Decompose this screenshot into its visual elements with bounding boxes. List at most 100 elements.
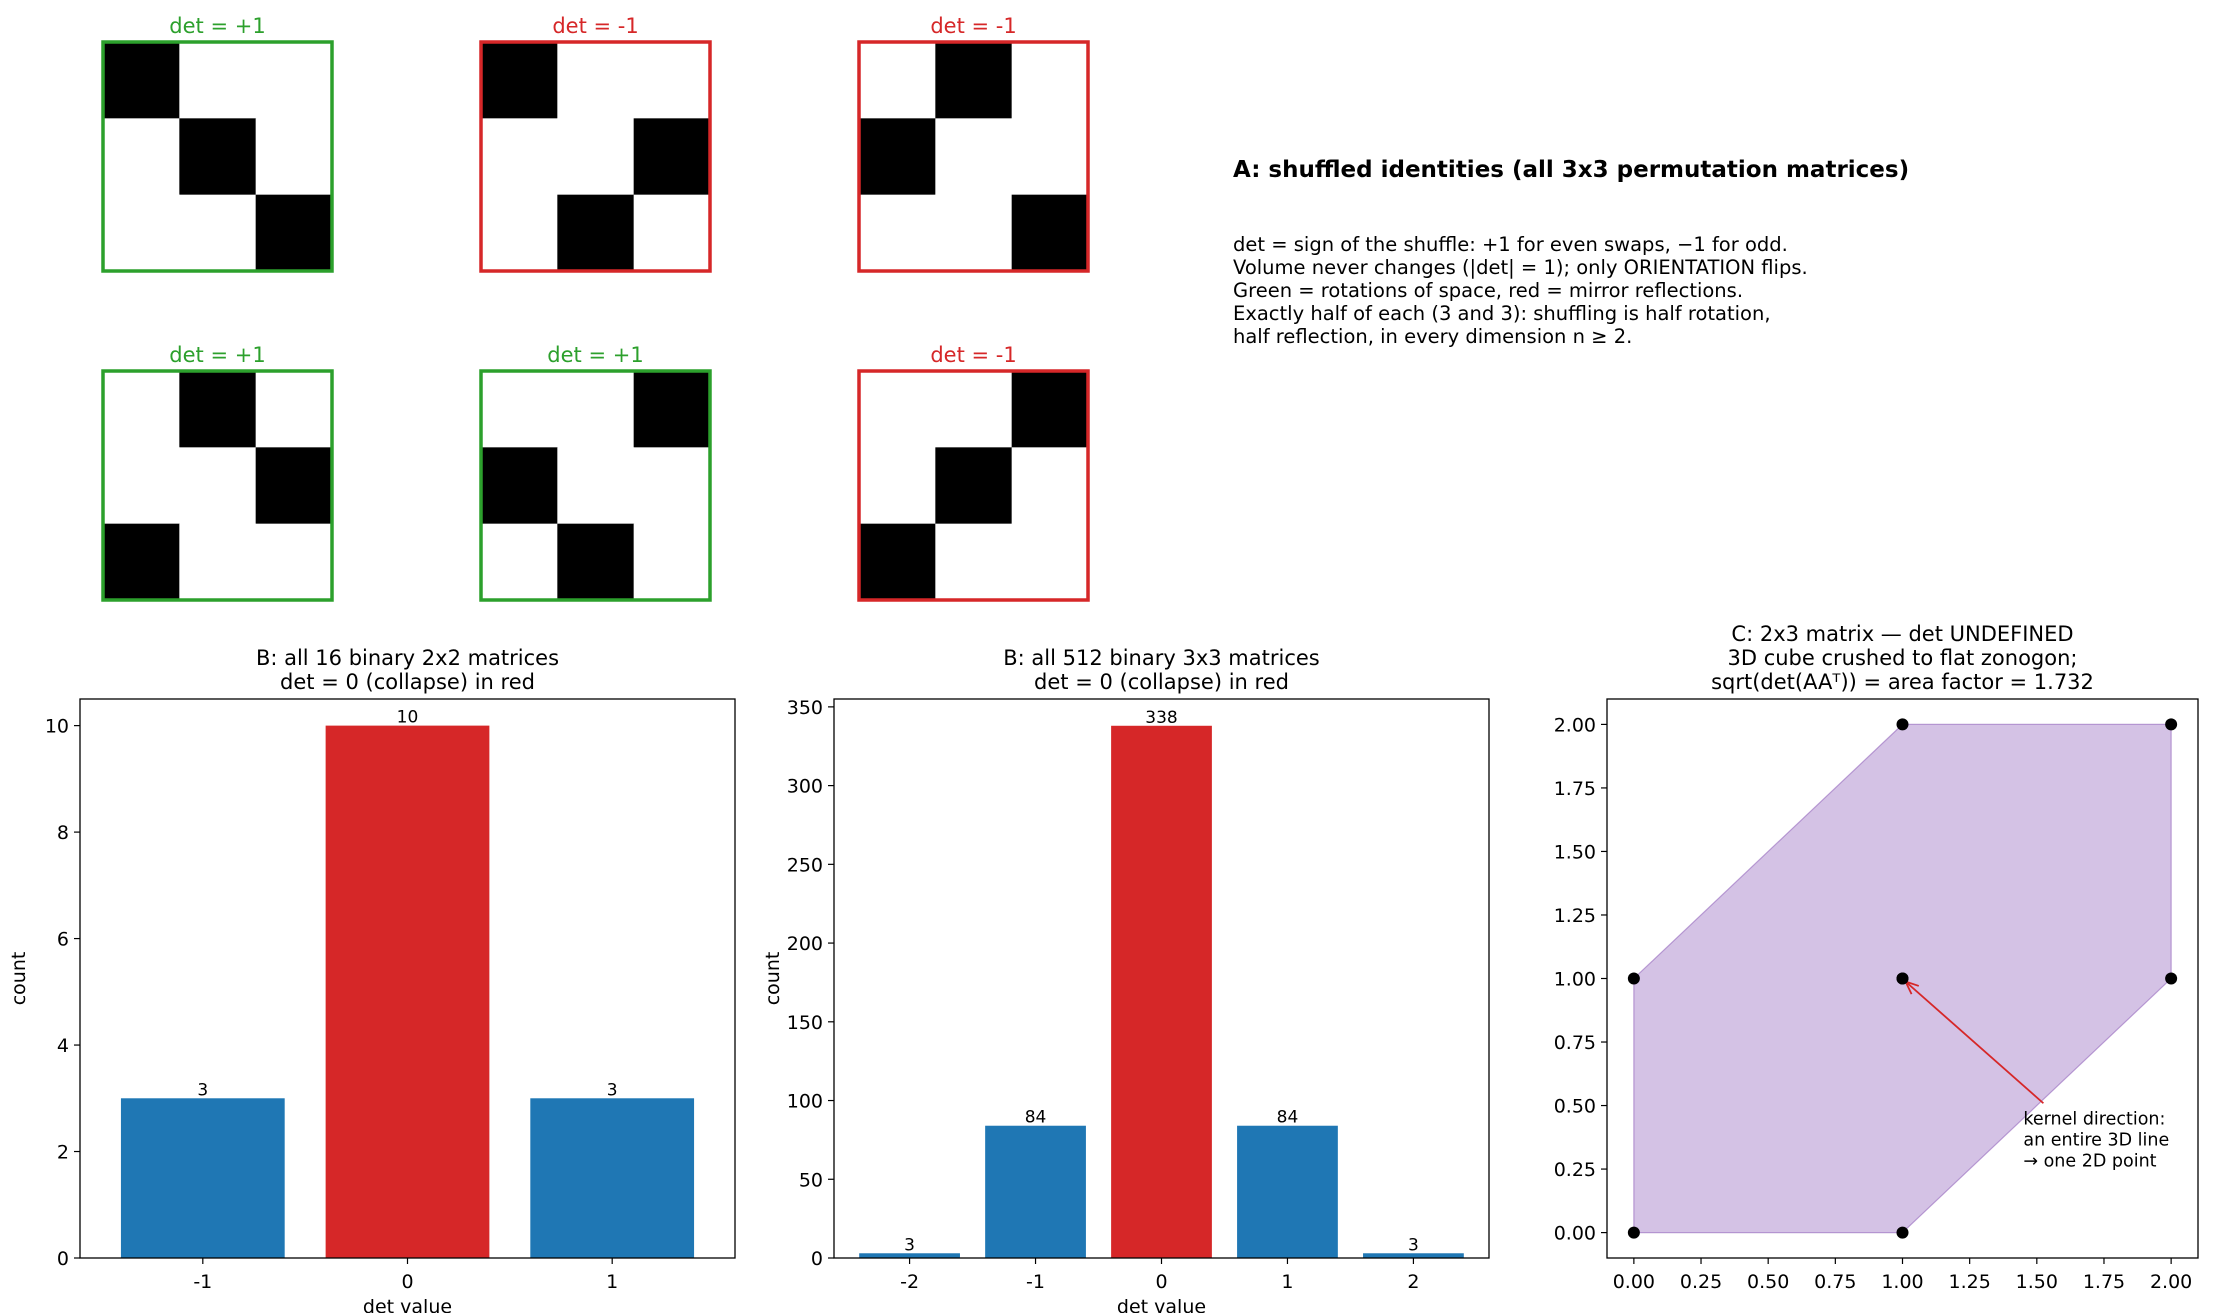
x-tick-label: 1.75 <box>2083 1271 2125 1293</box>
x-tick-label: 2 <box>1407 1271 1419 1293</box>
matrix-cell <box>859 447 936 525</box>
y-tick-label: 2.00 <box>1554 714 1596 736</box>
x-tick-label: 1 <box>606 1271 618 1293</box>
y-tick-label: 2 <box>57 1142 69 1164</box>
annotation-text: kernel direction: <box>2023 1109 2165 1129</box>
bar-value-label: 3 <box>197 1080 208 1100</box>
matrix-cell <box>1011 523 1089 601</box>
x-tick-label: 1.25 <box>1949 1271 1991 1293</box>
matrix-cell <box>935 194 1013 272</box>
x-tick-label: -1 <box>193 1271 212 1293</box>
matrix-cell <box>633 447 711 525</box>
permutation-matrix: det = +1 <box>479 343 712 602</box>
panel-a-line-2: Volume never changes (|det| = 1); only O… <box>1233 256 1808 279</box>
matrix-cell <box>557 523 635 601</box>
matrix-cell <box>859 42 936 119</box>
y-tick-label: 300 <box>787 776 823 798</box>
chart-title: det = 0 (collapse) in red <box>280 670 535 694</box>
vertex-point <box>2165 972 2178 985</box>
bar <box>120 1098 285 1258</box>
matrix-cell <box>103 118 180 196</box>
matrix-cell <box>557 447 635 525</box>
y-tick-label: 0.50 <box>1554 1096 1596 1118</box>
matrix-cell <box>179 447 257 525</box>
matrix-frame <box>101 369 334 602</box>
annotation-arrow <box>1904 980 2044 1104</box>
matrix-title: det = -1 <box>930 14 1016 38</box>
panel-a-note: A: shuffled identities (all 3x3 permutat… <box>1233 157 2133 348</box>
x-tick-label: -2 <box>900 1271 919 1293</box>
vertex-point <box>2165 718 2178 731</box>
matrix-cell <box>633 371 711 448</box>
matrix-cell <box>1011 194 1089 272</box>
panel-a-title: A: shuffled identities (all 3x3 permutat… <box>1233 157 1910 183</box>
matrix-cell <box>859 194 936 272</box>
y-tick-label: 200 <box>787 933 823 955</box>
panel-a-line-4: Exactly half of each (3 and 3): shufflin… <box>1233 302 1771 325</box>
matrix-cell <box>481 42 558 119</box>
y-tick-label: 100 <box>787 1091 823 1113</box>
bar-value-label: 3 <box>607 1080 618 1100</box>
y-tick-label: 0 <box>57 1248 69 1270</box>
bar <box>985 1125 1086 1258</box>
x-axis-label: det value <box>1117 1296 1206 1313</box>
y-tick-label: 4 <box>57 1035 69 1057</box>
bar-value-label: 3 <box>904 1235 915 1255</box>
y-tick-label: 1.50 <box>1554 841 1596 863</box>
y-tick-label: 1.25 <box>1554 905 1596 927</box>
matrix-cell <box>179 523 257 601</box>
permutation-matrix: det = -1 <box>857 14 1090 273</box>
matrix-frame <box>101 40 334 273</box>
matrix-cell <box>179 42 257 119</box>
matrix-cell <box>481 194 558 272</box>
matrix-cell <box>255 523 333 601</box>
x-tick-label: 0 <box>1155 1271 1167 1293</box>
matrix-cell <box>1011 42 1089 119</box>
y-tick-label: 6 <box>57 929 69 951</box>
vertex-point <box>1896 972 1909 985</box>
chart-title: 3D cube crushed to flat zonogon; <box>1727 646 2077 670</box>
matrix-cell <box>633 118 711 196</box>
chart-title: B: all 16 binary 2x2 matrices <box>256 646 559 670</box>
annotation-text: an entire 3D line <box>2023 1130 2169 1150</box>
y-tick-label: 50 <box>799 1169 823 1191</box>
matrix-cell <box>255 447 333 525</box>
matrix-cell <box>481 371 558 448</box>
y-tick-label: 150 <box>787 1012 823 1034</box>
matrix-cell <box>255 118 333 196</box>
panel-a-line-5: half reflection, in every dimension n ≥ … <box>1233 325 1633 348</box>
chart-title: sqrt(det(AAᵀ)) = area factor = 1.732 <box>1711 670 2094 694</box>
chart-title: B: all 512 binary 3x3 matrices <box>1003 646 1319 670</box>
matrix-cell <box>1011 447 1089 525</box>
y-tick-label: 1.00 <box>1554 969 1596 991</box>
panel-a-line-1: det = sign of the shuffle: +1 for even s… <box>1233 233 1788 256</box>
permutation-matrix: det = -1 <box>479 14 712 273</box>
bar <box>1111 725 1212 1258</box>
matrix-cell <box>179 194 257 272</box>
y-tick-label: 8 <box>57 822 69 844</box>
matrix-title: det = -1 <box>930 343 1016 367</box>
y-tick-label: 10 <box>45 716 69 738</box>
zonogon-chart: kernel direction:an entire 3D line→ one … <box>1554 622 2199 1293</box>
matrix-cell <box>633 194 711 272</box>
y-tick-label: 1.75 <box>1554 778 1596 800</box>
matrix-cell <box>935 447 1013 525</box>
matrix-cell <box>557 371 635 448</box>
matrix-cell <box>935 42 1013 119</box>
matrix-cell <box>103 194 180 272</box>
y-tick-label: 350 <box>787 697 823 719</box>
matrix-cell <box>103 447 180 525</box>
matrix-cell <box>1011 371 1089 448</box>
permutation-matrix: det = +1 <box>101 343 334 602</box>
matrix-title: det = +1 <box>547 343 643 367</box>
vertex-point <box>1627 972 1640 985</box>
matrix-cell <box>859 118 936 196</box>
permutation-matrix: det = +1 <box>101 14 334 273</box>
y-tick-label: 250 <box>787 854 823 876</box>
y-axis-label: count <box>762 952 784 1006</box>
matrix-cell <box>633 523 711 601</box>
matrix-cell <box>557 42 635 119</box>
matrix-cell <box>557 118 635 196</box>
bar <box>1363 1253 1464 1258</box>
